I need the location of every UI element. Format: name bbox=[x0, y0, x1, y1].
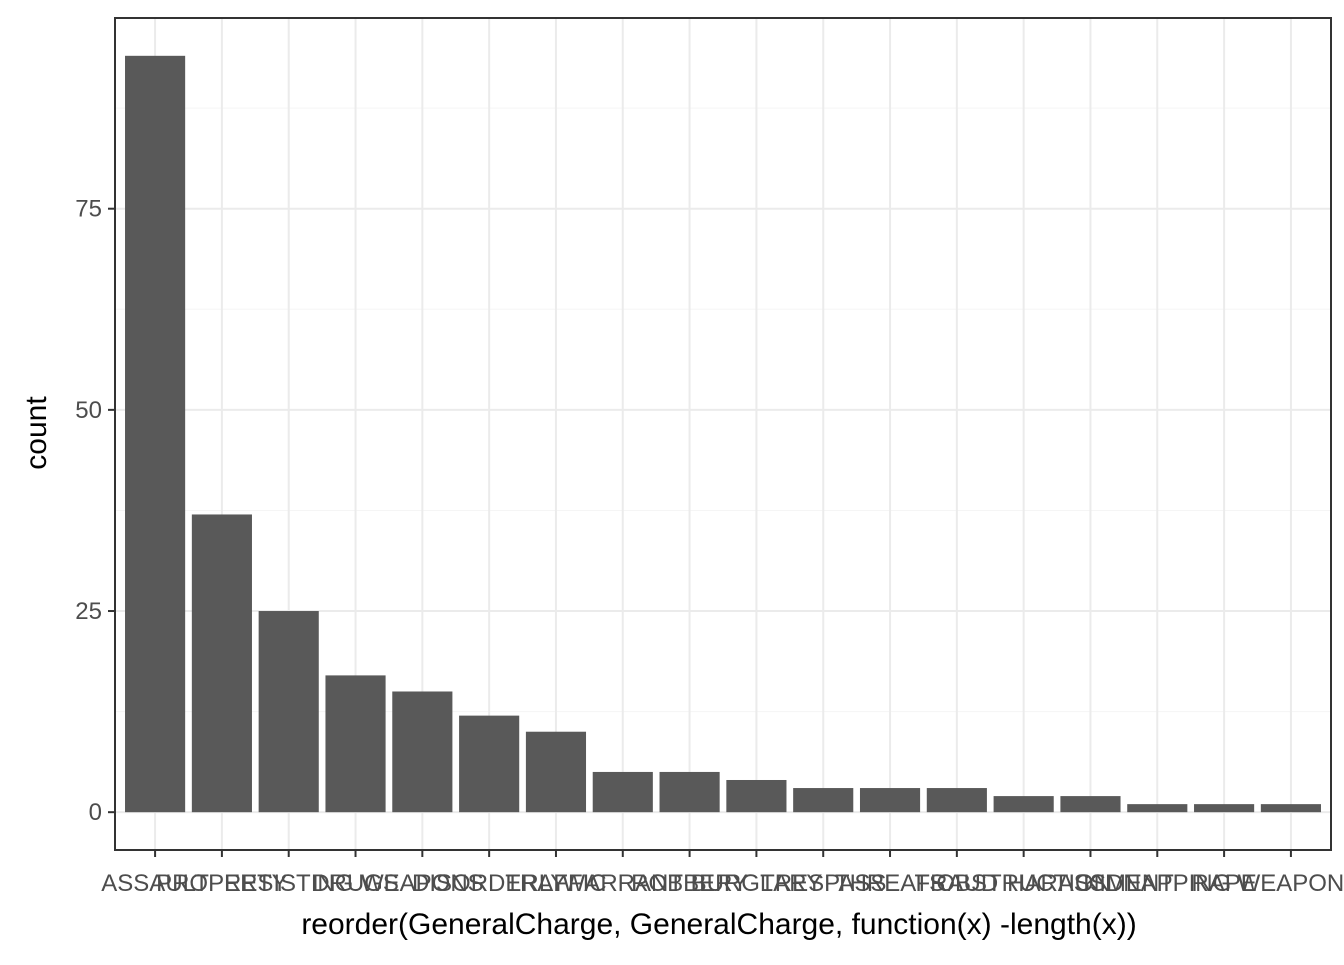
bar bbox=[191, 514, 252, 813]
x-tick-label: KIDNAPPING bbox=[1083, 870, 1231, 897]
bar bbox=[325, 675, 386, 813]
bar-layer bbox=[125, 55, 1321, 813]
y-tick-label: 25 bbox=[75, 598, 102, 625]
y-tick-label: 75 bbox=[75, 196, 102, 223]
bar bbox=[926, 788, 987, 813]
x-tick-label: PROPERTY bbox=[156, 870, 288, 897]
bar bbox=[592, 771, 653, 813]
x-tick-label: HARASSMENT bbox=[1007, 870, 1174, 897]
bar bbox=[1260, 804, 1321, 813]
x-tick-label: WEAPONS bbox=[361, 870, 484, 897]
x-tick-label: TRESPASS bbox=[760, 870, 886, 897]
x-tick-label: FRAUD bbox=[916, 870, 999, 897]
panel-border bbox=[114, 17, 1332, 851]
bar bbox=[726, 779, 787, 813]
bar bbox=[459, 715, 520, 813]
bar bbox=[659, 771, 720, 813]
bar bbox=[993, 796, 1054, 813]
x-tick-label: RAPE bbox=[1191, 870, 1256, 897]
bar bbox=[125, 55, 186, 813]
bar bbox=[859, 788, 921, 813]
x-tick-label: TRAFFIC bbox=[505, 870, 606, 897]
x-tick-label: DISORDERLY bbox=[412, 870, 566, 897]
x-tick-label: THREATS bbox=[835, 870, 945, 897]
axis-layer: 0255075ASSAULTPROPERTYRESISTINGDRUGSWEAP… bbox=[75, 196, 1344, 897]
x-tick-label: ASSAULT bbox=[101, 870, 209, 897]
bar bbox=[1194, 804, 1255, 813]
y-tick-label: 0 bbox=[89, 799, 102, 826]
x-tick-label: ROBBERY bbox=[631, 870, 748, 897]
bar bbox=[525, 731, 587, 813]
bar bbox=[793, 788, 854, 813]
x-tick-label: BURGLARY bbox=[691, 870, 823, 897]
y-tick-label: 50 bbox=[75, 397, 102, 424]
x-tick-label: RESISTING bbox=[224, 870, 353, 897]
x-axis-title: reorder(GeneralCharge, GeneralCharge, fu… bbox=[301, 908, 1136, 941]
bar bbox=[392, 691, 453, 813]
bar bbox=[258, 611, 319, 813]
bar bbox=[1127, 804, 1188, 813]
y-axis-title: count bbox=[20, 396, 53, 470]
x-tick-label: WEAPON bbox=[1238, 870, 1344, 897]
bar bbox=[1060, 796, 1121, 813]
x-tick-label: OBSTRUCTION bbox=[936, 870, 1111, 897]
x-tick-label: DRUGS bbox=[312, 870, 399, 897]
x-tick-label: WARRANT bbox=[563, 870, 684, 897]
